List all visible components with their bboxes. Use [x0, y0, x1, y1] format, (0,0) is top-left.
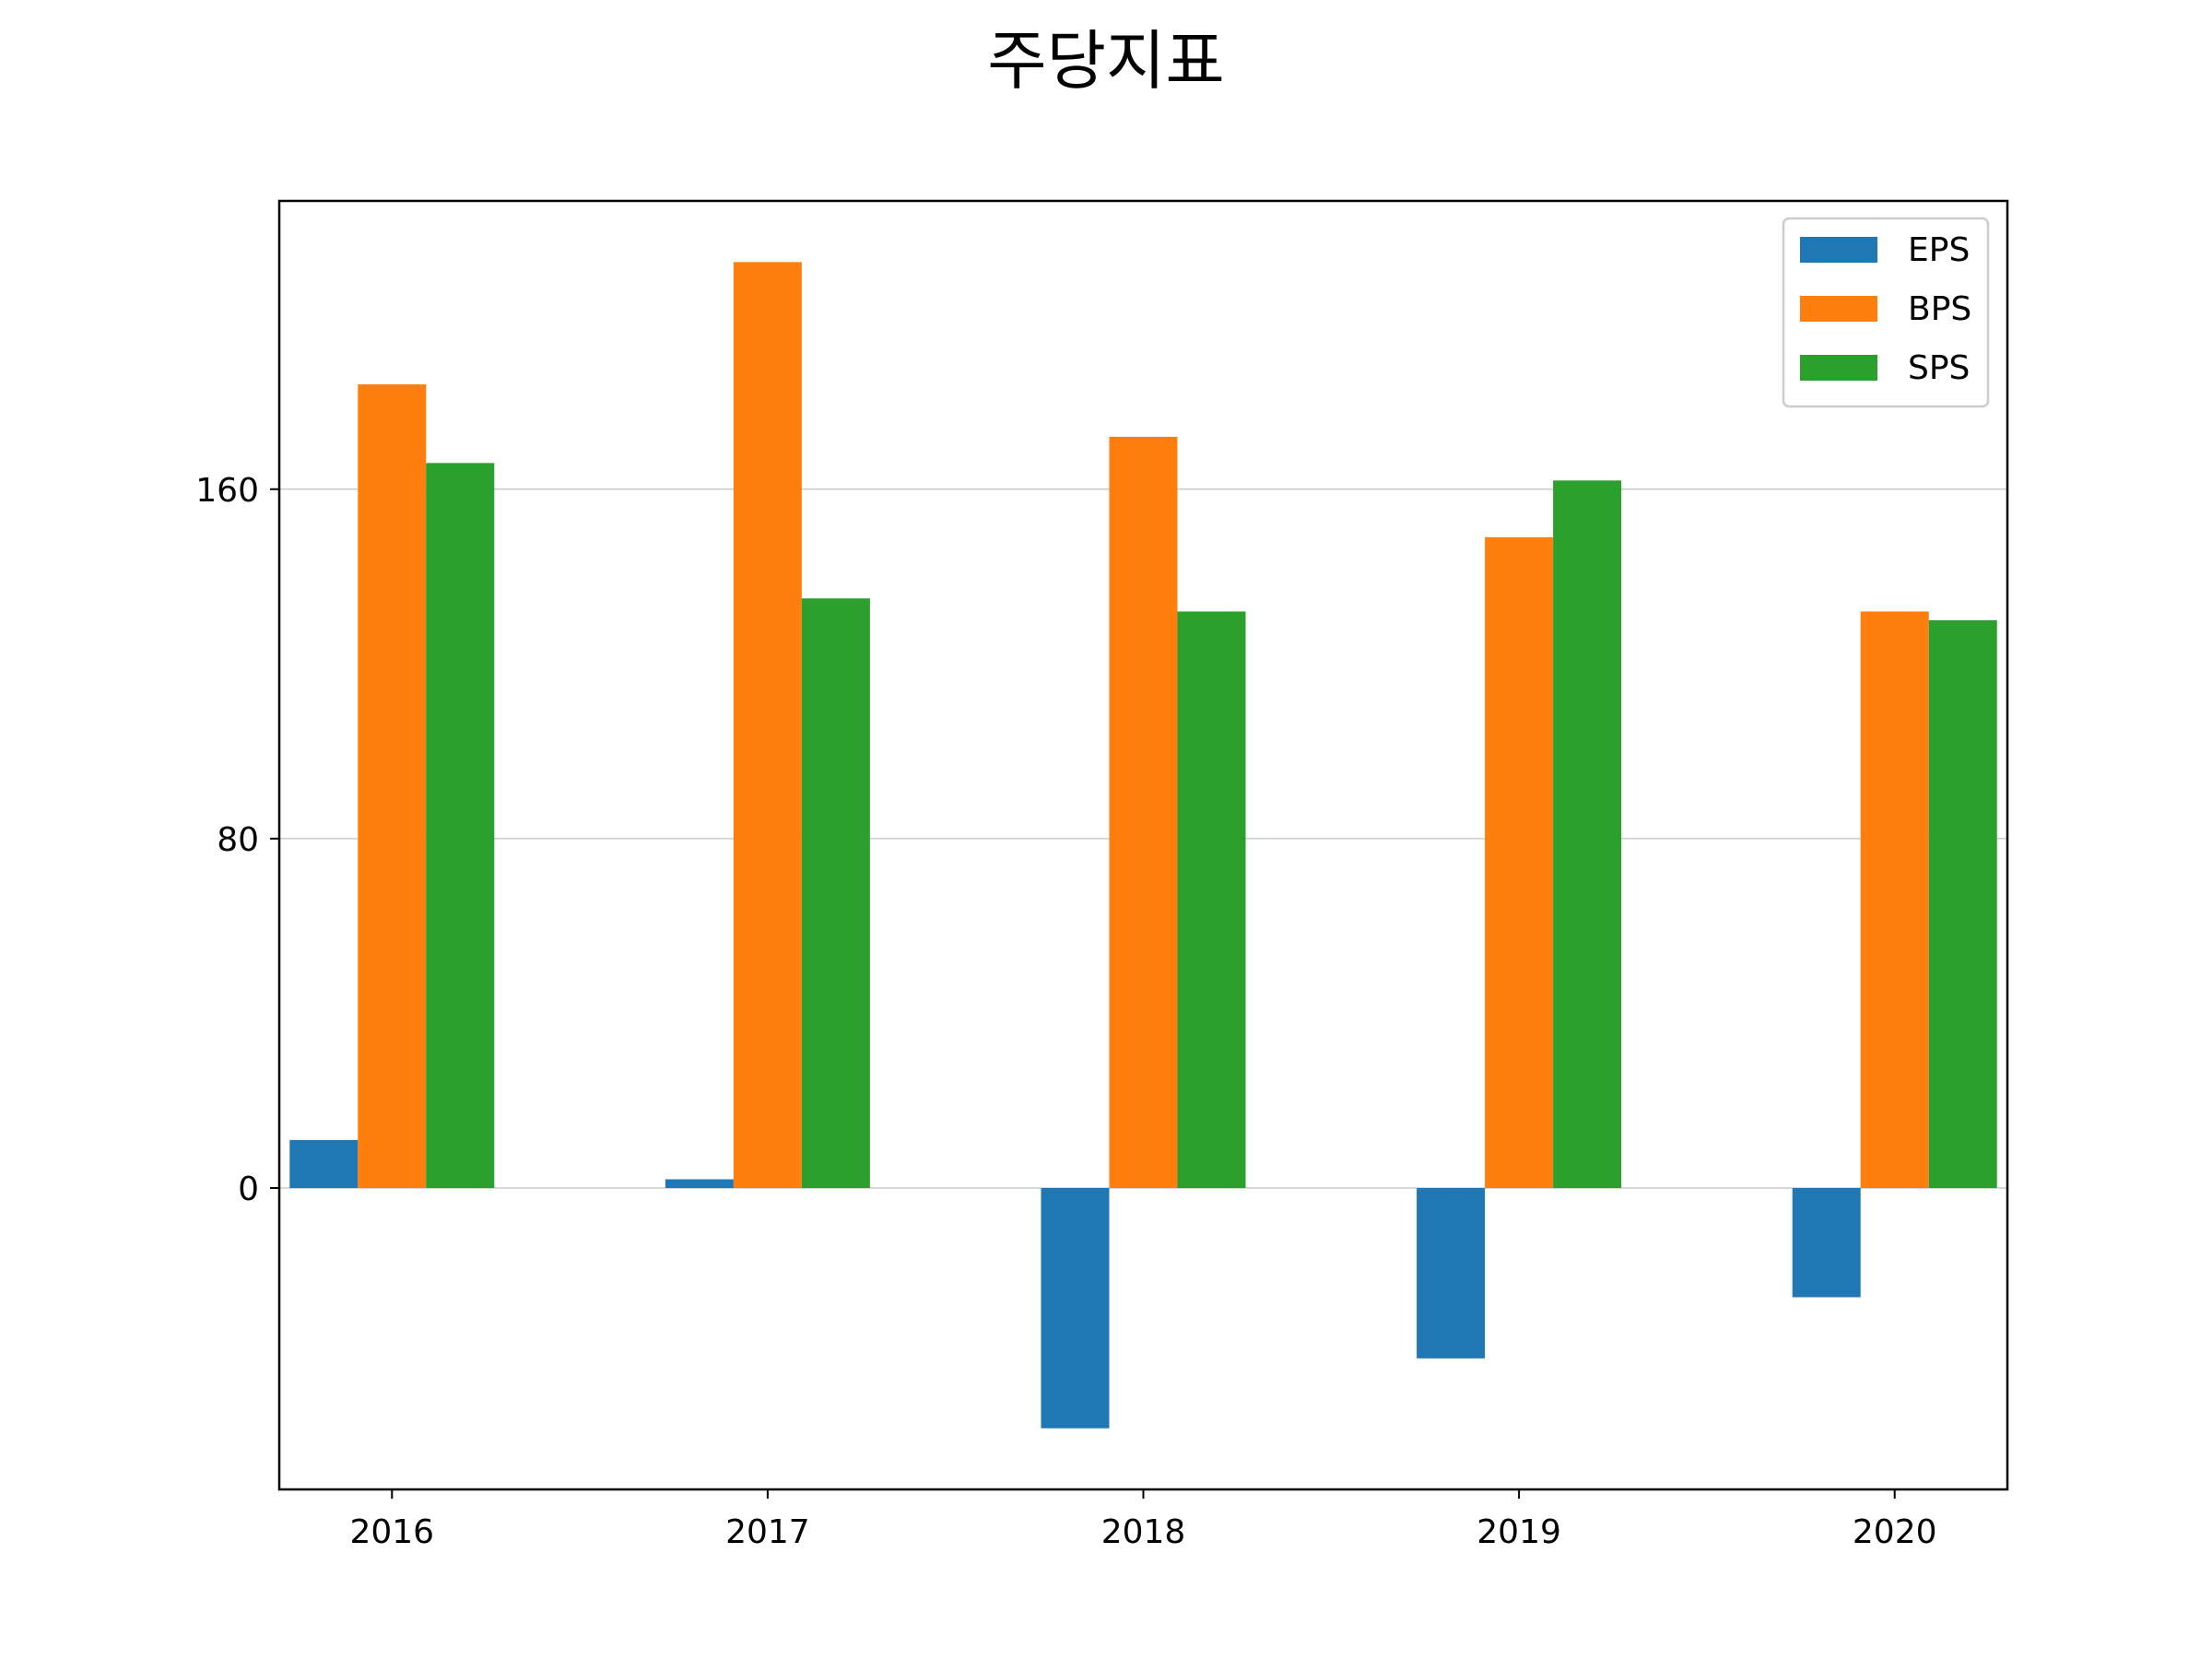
legend-label-bps: BPS: [1908, 290, 1971, 328]
bar-sps-2017: [801, 598, 870, 1189]
bar-sps-2020: [1928, 619, 1997, 1189]
y-axis: 0 80 160: [195, 472, 279, 1208]
bar-eps-2019: [1417, 1188, 1486, 1359]
legend-swatch-eps: [1800, 237, 1877, 263]
bar-bps-2018: [1109, 436, 1178, 1189]
ytick-label-160: 160: [195, 472, 259, 510]
bar-eps-2018: [1041, 1188, 1110, 1429]
bar-bps-2020: [1860, 611, 1929, 1189]
bar-eps-2020: [1792, 1188, 1861, 1298]
bar-bps-2016: [358, 384, 427, 1189]
bars: [289, 262, 1997, 1429]
legend-swatch-sps: [1800, 355, 1877, 381]
bar-eps-2017: [665, 1179, 734, 1189]
xtick-label-2019: 2019: [1477, 1513, 1561, 1551]
ytick-label-0: 0: [238, 1171, 259, 1208]
x-axis: 2016 2017 2018 2019 2020: [349, 1489, 1937, 1551]
bar-sps-2018: [1177, 611, 1246, 1189]
xtick-label-2020: 2020: [1853, 1513, 1937, 1551]
bar-eps-2016: [289, 1139, 359, 1189]
legend: EPS BPS SPS: [1782, 217, 1990, 408]
legend-label-sps: SPS: [1908, 349, 1970, 387]
xtick-label-2017: 2017: [725, 1513, 810, 1551]
xtick-label-2016: 2016: [349, 1513, 434, 1551]
legend-label-eps: EPS: [1908, 231, 1970, 269]
bar-bps-2019: [1485, 536, 1554, 1189]
legend-swatch-bps: [1800, 296, 1877, 322]
bar-sps-2016: [426, 463, 495, 1189]
chart-title: 주당지표: [987, 23, 1225, 99]
ytick-label-80: 80: [217, 821, 259, 859]
bar-sps-2019: [1553, 480, 1622, 1189]
xtick-label-2018: 2018: [1101, 1513, 1186, 1551]
bar-bps-2017: [733, 262, 802, 1189]
